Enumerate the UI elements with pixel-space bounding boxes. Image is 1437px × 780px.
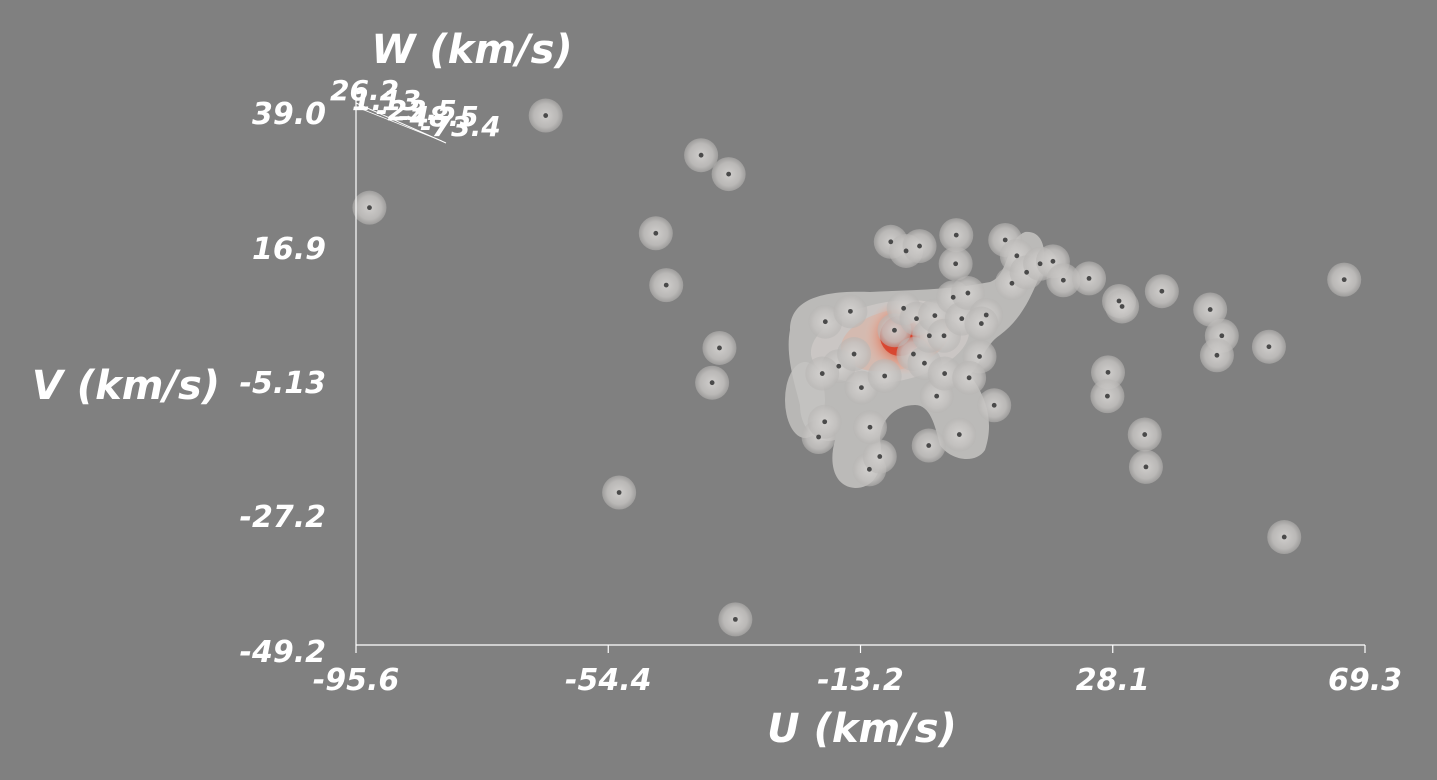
data-point-43 [966,375,972,381]
data-point-7 [717,345,722,351]
y-axis-title: V (km/s) [32,363,220,409]
data-point-11 [816,434,821,440]
data-point-58 [1119,304,1125,309]
z-tick-label-0: 26.2 [330,74,399,107]
z-tick-label-1: 1.13 [352,84,421,117]
data-point-1 [543,113,549,118]
data-point-9 [732,616,738,622]
y-tick-label-4: -49.2 [240,635,326,670]
data-point-62 [1219,333,1225,339]
data-point-37 [959,316,965,322]
data-point-52 [1050,258,1056,264]
data-point-49 [1014,253,1020,259]
y-tick-label-0: 39.0 [252,97,326,132]
data-point-45 [978,321,984,326]
data-point-2 [653,230,659,236]
z-tick-label-4: -73.4 [420,110,501,143]
z-tick-labels: 26.21.13-23.5-48.5-73.4 [330,74,501,143]
data-point-61 [1159,288,1165,294]
data-point-60 [1143,464,1149,470]
data-point-64 [1281,534,1287,540]
data-point-48 [1002,237,1008,243]
data-point-38 [953,232,959,238]
point-halos [352,98,1362,637]
data-point-28 [922,360,927,366]
data-point-39 [953,261,959,267]
data-point-15 [848,308,853,314]
data-point-8 [709,380,715,386]
x-tick-label-2: -13.2 [817,663,903,698]
data-point-65 [1341,277,1347,283]
z-axis-line-2 [358,107,443,142]
data-point-35 [942,371,948,376]
z-axis-title: W (km/s) [371,27,572,73]
data-point-46 [991,402,997,408]
x-tick-label-4: 69.3 [1328,663,1402,698]
data-point-3 [698,152,704,158]
data-point-44 [983,312,989,318]
data-point-20 [867,424,873,430]
data-point-10 [822,319,828,325]
data-point-21 [882,373,888,379]
data-point-19 [877,454,883,459]
data-point-14 [819,371,825,376]
data-point-26 [911,351,916,357]
data-point-22 [892,327,897,333]
y-tick-label-3: -27.2 [240,500,326,535]
data-point-24 [888,239,894,245]
data-point-0 [367,205,372,211]
data-point-17 [859,385,864,390]
data-point-41 [965,290,971,296]
data-point-51 [1037,261,1043,267]
data-point-34 [926,443,932,448]
x-tick-label-3: 28.1 [1076,663,1150,698]
data-point-32 [934,393,940,399]
data-point-50 [1024,269,1030,275]
data-point-57 [1116,298,1122,304]
data-point-18 [866,466,872,472]
data-point-56 [1104,393,1110,399]
data-point-16 [851,351,857,357]
data-point-13 [836,363,842,369]
x-axis-title: U (km/s) [767,706,957,752]
data-point-29 [917,243,922,249]
data-point-40 [956,432,962,437]
z-tick-label-2: -23.5 [376,94,457,127]
data-point-66 [1214,352,1220,358]
data-point-63 [1266,344,1272,350]
y-tick-label-1: 16.9 [252,232,326,267]
data-point-42 [977,354,982,359]
data-point-23 [901,305,907,311]
data-point-6 [616,490,622,495]
data-point-25 [903,248,909,254]
data-point-53 [1060,277,1066,283]
data-point-67 [1207,307,1213,312]
x-tick-label-0: -95.6 [313,663,399,698]
x-tick-label-1: -54.4 [565,663,651,698]
data-point-36 [950,294,956,300]
data-point-59 [1142,432,1148,437]
data-point-47 [1009,280,1015,286]
x-tick-marks [355,645,1366,653]
data-point-33 [941,333,947,339]
data-point-27 [914,316,919,322]
z-tick-label-3: -48.5 [398,100,479,133]
data-point-31 [932,313,938,319]
y-tick-labels: 39.0 16.9 -5.13 -27.2 -49.2 [240,97,326,670]
x-tick-labels: -95.6 -54.4 -13.2 28.1 69.3 [313,663,1402,698]
data-point-30 [926,333,932,339]
y-tick-label-2: -5.13 [240,366,326,401]
data-point-4 [726,171,732,177]
data-point-55 [1105,369,1111,375]
data-point-12 [822,419,828,425]
data-point-54 [1086,276,1092,281]
data-points [367,113,1347,622]
data-point-5 [663,282,669,288]
